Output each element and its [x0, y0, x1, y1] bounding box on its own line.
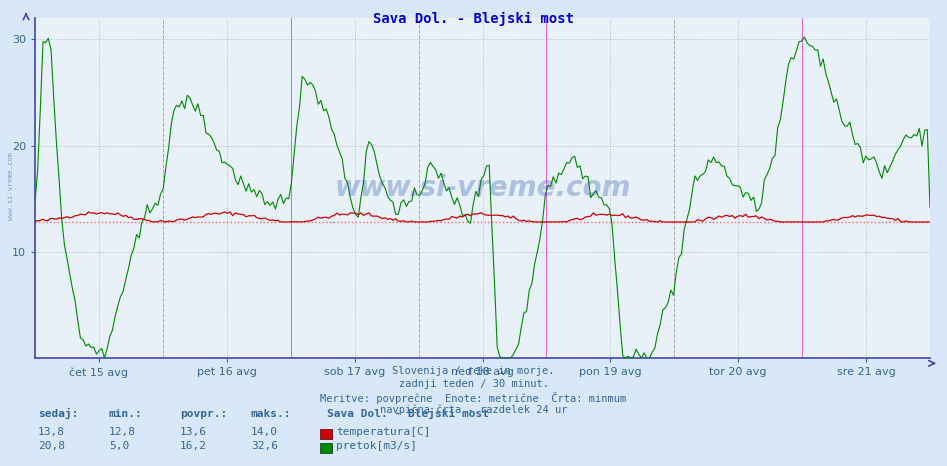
Text: min.:: min.: [109, 410, 143, 419]
Text: 5,0: 5,0 [109, 441, 129, 451]
Text: zadnji teden / 30 minut.: zadnji teden / 30 minut. [399, 379, 548, 389]
Text: 20,8: 20,8 [38, 441, 65, 451]
Text: 12,8: 12,8 [109, 427, 136, 437]
Text: www.si-vreme.com: www.si-vreme.com [8, 152, 13, 220]
Text: navpična črta - razdelek 24 ur: navpična črta - razdelek 24 ur [380, 405, 567, 416]
Text: maks.:: maks.: [251, 410, 292, 419]
Text: Slovenija / reke in morje.: Slovenija / reke in morje. [392, 366, 555, 376]
Text: Sava Dol. - Blejski most: Sava Dol. - Blejski most [327, 408, 489, 419]
Text: 16,2: 16,2 [180, 441, 207, 451]
Text: www.si-vreme.com: www.si-vreme.com [334, 174, 631, 202]
Text: povpr.:: povpr.: [180, 410, 227, 419]
Text: 14,0: 14,0 [251, 427, 278, 437]
Text: sedaj:: sedaj: [38, 408, 79, 419]
Text: 13,8: 13,8 [38, 427, 65, 437]
Text: Sava Dol. - Blejski most: Sava Dol. - Blejski most [373, 12, 574, 26]
Text: temperatura[C]: temperatura[C] [336, 427, 431, 437]
Text: pretok[m3/s]: pretok[m3/s] [336, 441, 418, 451]
Text: 13,6: 13,6 [180, 427, 207, 437]
Text: 32,6: 32,6 [251, 441, 278, 451]
Text: Meritve: povprečne  Enote: metrične  Črta: minmum: Meritve: povprečne Enote: metrične Črta:… [320, 392, 627, 404]
